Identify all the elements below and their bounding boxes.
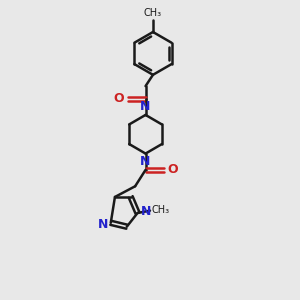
Text: CH₃: CH₃ — [152, 205, 169, 215]
Text: N: N — [140, 100, 150, 113]
Text: CH₃: CH₃ — [144, 8, 162, 18]
Text: O: O — [168, 164, 178, 176]
Text: N: N — [140, 205, 151, 218]
Text: N: N — [140, 155, 150, 168]
Text: N: N — [98, 218, 108, 230]
Text: O: O — [114, 92, 124, 105]
